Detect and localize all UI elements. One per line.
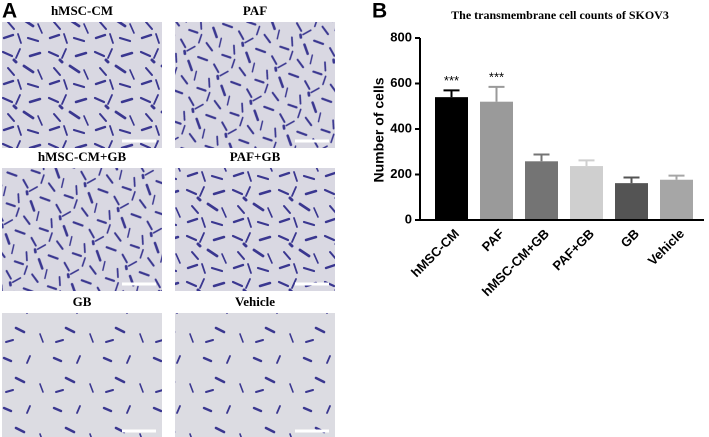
panel-label: A [2,0,17,23]
error-bar [668,174,685,180]
error-bar [533,153,550,162]
x-tick-label: Vehicle [645,226,687,268]
y-tick-label: 400 [390,120,412,135]
bar [525,161,558,220]
micrograph [175,22,335,148]
micrographs [2,22,335,437]
x-tick-label: GB [618,226,642,250]
bar [660,179,693,220]
y-tick-label: 200 [390,166,412,181]
image-title: hMSC-CM [51,3,113,18]
error-bar [443,89,460,98]
micrograph [2,168,162,291]
y-axis-label: Number of cells [371,77,387,182]
x-tick-label: PAF+GB [550,226,597,273]
image-title: PAF [243,3,267,18]
bar [435,97,468,220]
y-tick-label: 0 [405,211,412,226]
panel-label: B [372,0,387,23]
error-bar [488,85,505,102]
significance-label: *** [489,69,504,84]
y-tick-label: 800 [390,29,412,44]
y-tick-label: 600 [390,75,412,90]
x-tick-label: hMSC-CM [408,226,462,280]
significance-label: *** [444,73,459,88]
bar [480,101,513,220]
micrograph [2,313,162,437]
chart-title: The transmembrane cell counts of SKOV3 [451,8,669,22]
image-title: Vehicle [235,294,275,309]
micrograph [175,313,335,437]
error-bar [623,176,640,184]
image-title: PAF+GB [230,149,281,164]
bar [570,166,603,220]
x-tick-label: PAF [479,226,507,254]
micrograph [2,22,162,148]
bar [615,183,648,220]
image-title: hMSC-CM+GB [38,149,127,164]
micrograph [175,168,335,291]
error-bar [578,159,595,167]
image-title: GB [73,294,92,309]
